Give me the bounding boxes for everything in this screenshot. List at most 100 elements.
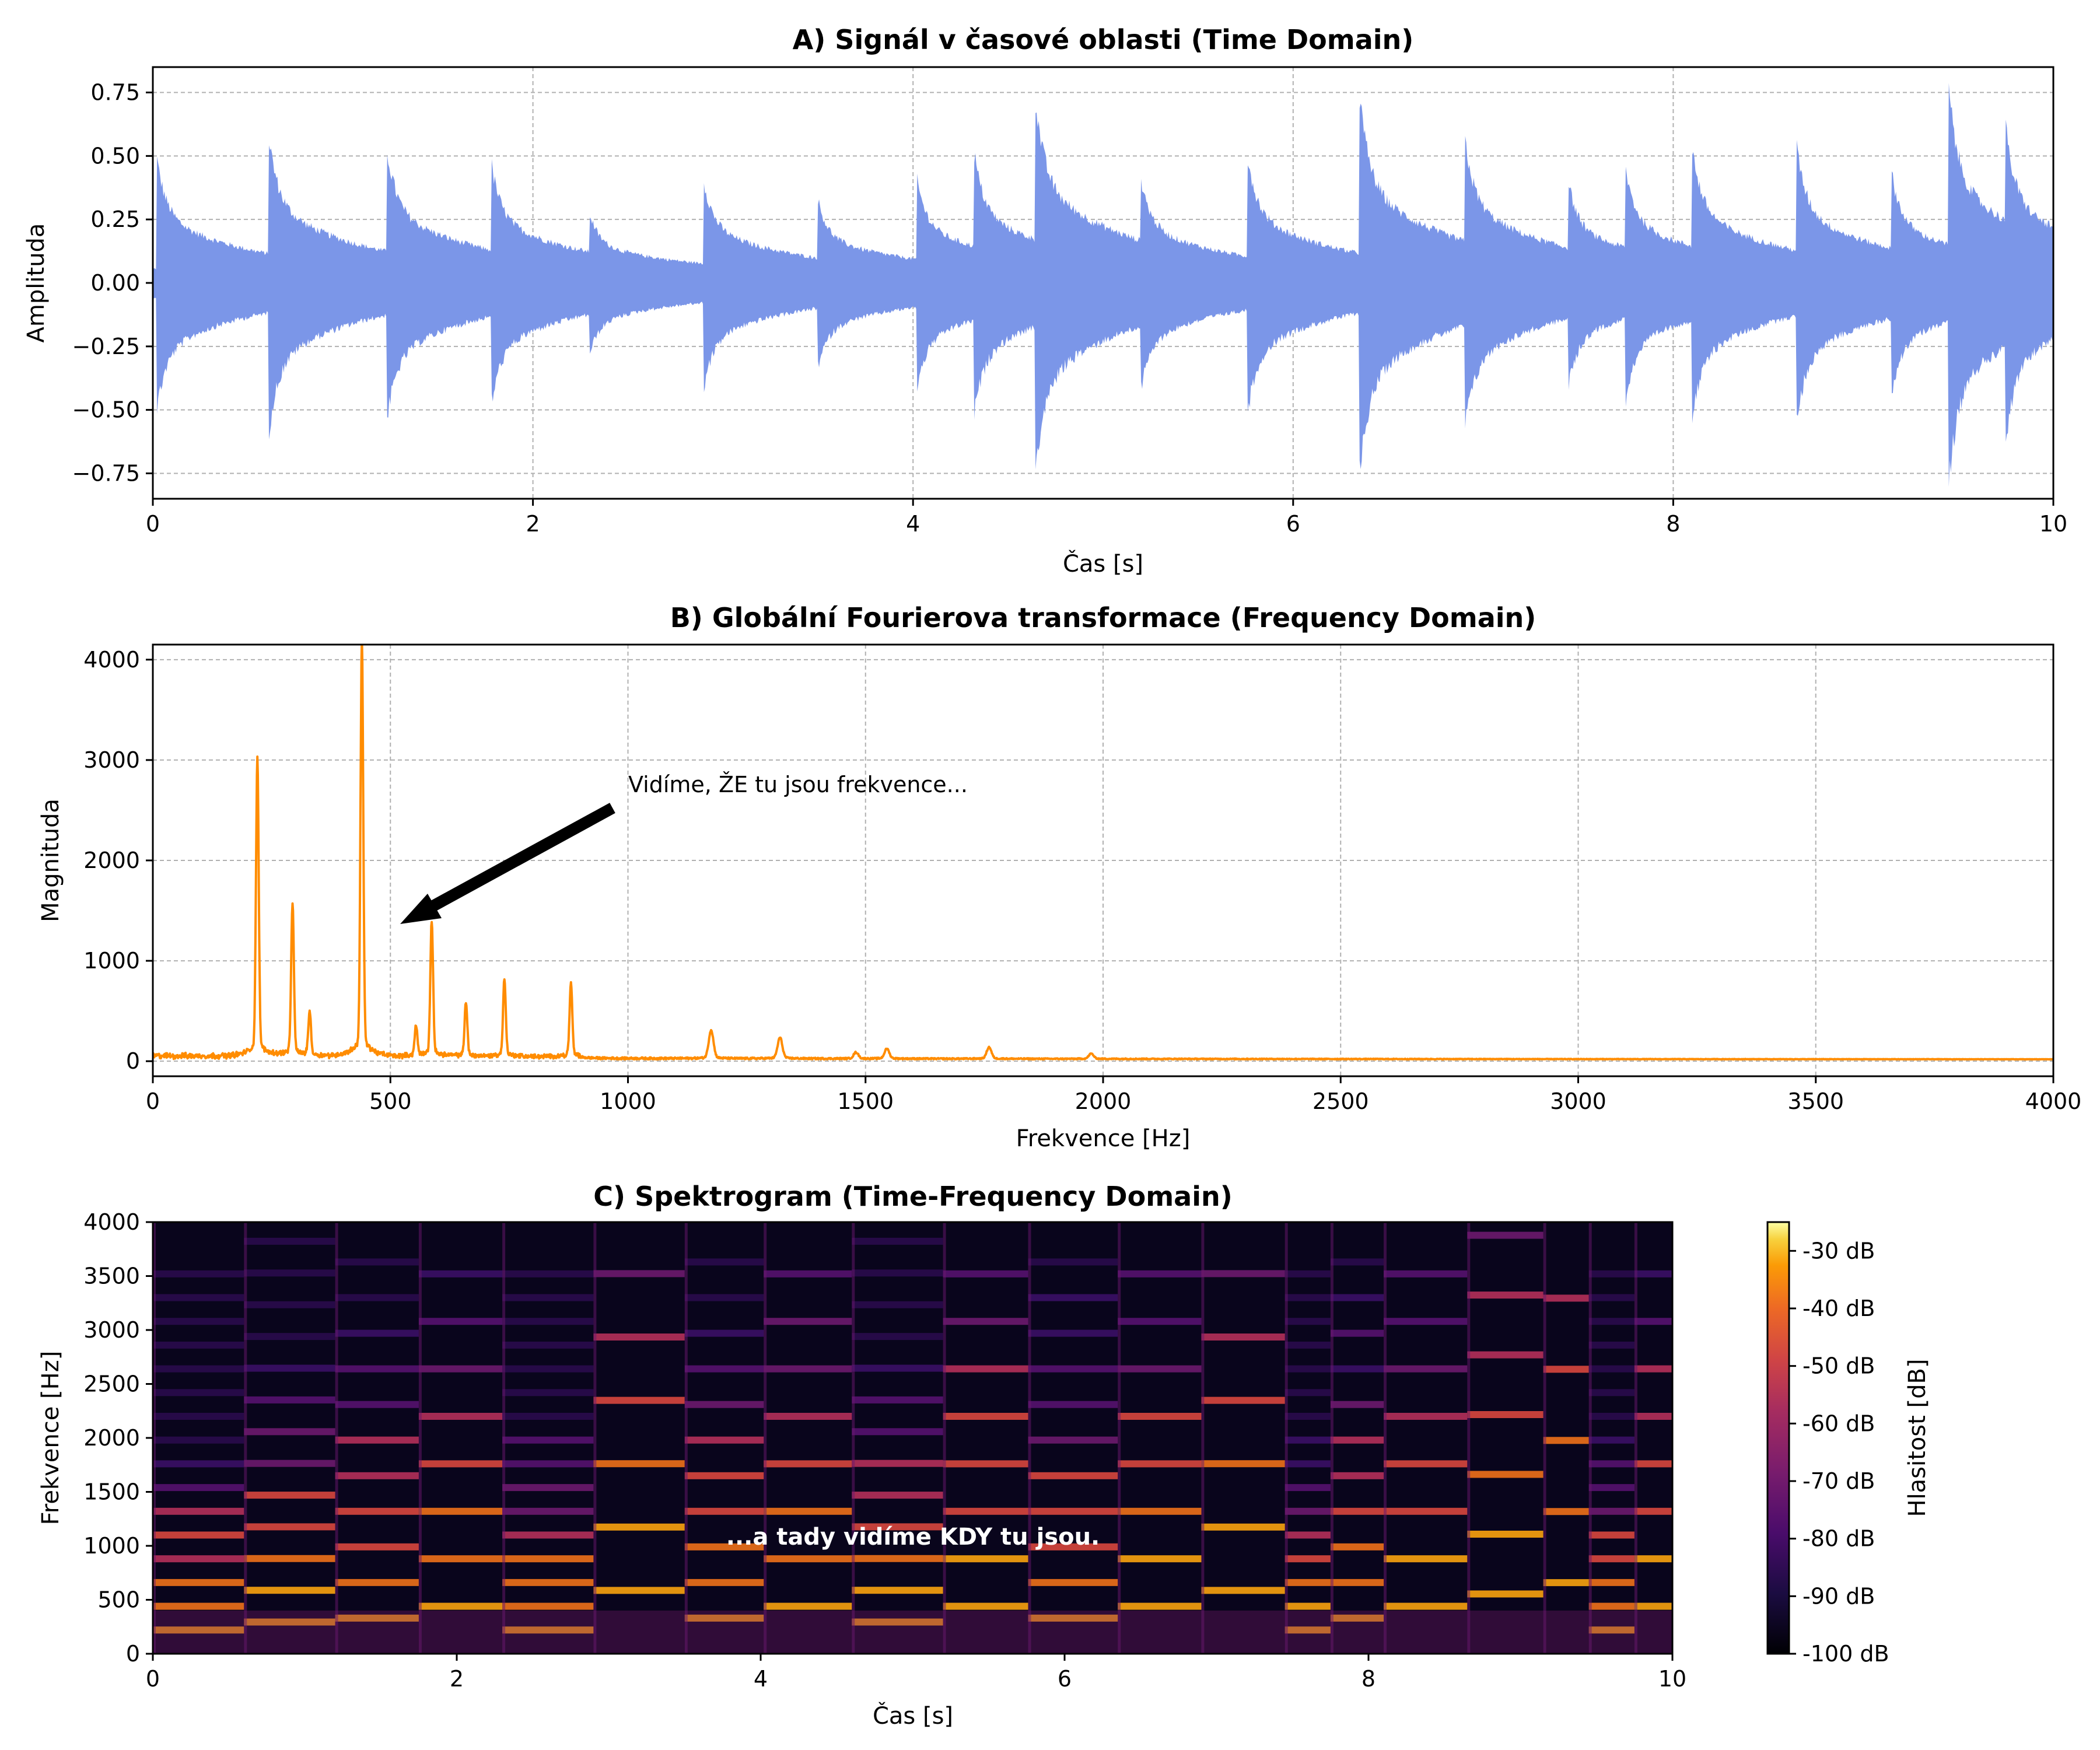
spectrogram-low-energy xyxy=(1330,1611,1384,1654)
spectrogram-band xyxy=(418,1318,503,1325)
spectrogram-band xyxy=(153,1270,244,1278)
spectrogram-band xyxy=(153,1460,244,1468)
spectrogram-band xyxy=(764,1413,852,1420)
spectrogram-onset xyxy=(1330,1222,1334,1654)
x-tick-label: 2000 xyxy=(1075,1088,1132,1114)
spectrogram-band xyxy=(335,1472,419,1479)
spectrogram-band xyxy=(1467,1471,1544,1478)
spectrogram-onset xyxy=(1467,1222,1471,1654)
spectrogram-band xyxy=(852,1301,943,1308)
spectrogram-band xyxy=(502,1507,594,1515)
spectrogram-band xyxy=(943,1365,1028,1373)
spectrogram-band xyxy=(418,1555,503,1563)
spectrogram-band xyxy=(1284,1531,1331,1539)
spectrogram-onset xyxy=(153,1222,156,1654)
spectrogram-band xyxy=(1588,1341,1634,1349)
spectrogram-onset xyxy=(1028,1222,1031,1654)
y-tick-label: 500 xyxy=(97,1587,140,1613)
spectrogram-band xyxy=(1118,1318,1202,1325)
spectrogram-band xyxy=(1118,1602,1202,1610)
spectrogram-band xyxy=(1028,1578,1118,1586)
spectrogram-band xyxy=(1588,1578,1634,1586)
spectrogram-band xyxy=(1634,1507,1672,1515)
spectrogram-onset xyxy=(943,1222,946,1654)
spectrogram-band xyxy=(1118,1507,1202,1515)
spectrogram-band xyxy=(244,1587,335,1594)
x-tick-label: 1000 xyxy=(600,1088,656,1114)
y-tick-label: 4000 xyxy=(83,1209,140,1235)
spectrogram-band xyxy=(153,1484,244,1492)
colorbar-tick-label: -100 dB xyxy=(1803,1641,1889,1667)
panel-b-title: B) Globální Fourierova transformace (Fre… xyxy=(670,602,1536,634)
spectrogram-band xyxy=(764,1365,852,1373)
y-tick-label: 3000 xyxy=(83,1317,140,1343)
spectrogram-low-energy xyxy=(1467,1611,1544,1654)
spectrogram-band xyxy=(943,1318,1028,1325)
spectrogram-band xyxy=(1330,1472,1384,1479)
spectrogram-band xyxy=(852,1237,943,1245)
spectrogram-band xyxy=(1588,1507,1634,1515)
spectrogram-band xyxy=(1284,1484,1331,1492)
spectrogram-band xyxy=(1588,1626,1634,1634)
spectrogram-band xyxy=(943,1270,1028,1278)
spectrogram-band xyxy=(1284,1460,1331,1468)
spectrogram-band xyxy=(1284,1507,1331,1515)
spectrogram-band xyxy=(593,1587,685,1594)
panel-c-title: C) Spektrogram (Time-Frequency Domain) xyxy=(593,1181,1232,1212)
spectrogram-band xyxy=(1634,1602,1672,1610)
spectrogram-band xyxy=(764,1270,852,1278)
y-tick-label: 4000 xyxy=(83,647,140,673)
x-tick-label: 3000 xyxy=(1550,1088,1606,1114)
spectrogram-band xyxy=(1028,1614,1118,1622)
spectrogram-band xyxy=(1467,1231,1544,1239)
spectrogram-band xyxy=(684,1294,764,1301)
spectrogram-band xyxy=(593,1523,685,1531)
spectrogram-band xyxy=(1384,1507,1468,1515)
x-tick-label: 4 xyxy=(906,511,920,537)
spectrogram-onset xyxy=(335,1222,338,1654)
x-tick-label: 8 xyxy=(1666,511,1680,537)
spectrogram-band xyxy=(418,1365,503,1373)
spectrogram-band xyxy=(943,1460,1028,1468)
y-tick-label: 0.50 xyxy=(90,143,140,169)
x-tick-label: 0 xyxy=(146,1088,160,1114)
y-tick-label: −0.50 xyxy=(72,397,140,423)
colorbar-label: Hlasitost [dB] xyxy=(1904,1359,1931,1517)
spectrogram-band xyxy=(1543,1366,1589,1373)
spectrogram-band xyxy=(502,1389,594,1396)
spectrogram-band xyxy=(502,1294,594,1301)
y-tick-label: 1000 xyxy=(83,1533,140,1559)
y-tick-label: −0.75 xyxy=(72,460,140,486)
spectrogram-band xyxy=(244,1460,335,1467)
spectrogram-band xyxy=(1284,1389,1331,1396)
x-tick-label: 3500 xyxy=(1787,1088,1844,1114)
spectrogram-band xyxy=(1588,1555,1634,1563)
x-tick-label: 6 xyxy=(1058,1666,1072,1692)
spectrogram-band xyxy=(1588,1318,1634,1325)
x-tick-label: 4000 xyxy=(2025,1088,2082,1114)
spectrogram-band xyxy=(684,1329,764,1337)
spectrogram-band xyxy=(502,1270,594,1278)
spectrogram-band xyxy=(1543,1508,1589,1516)
spectrogram-band xyxy=(335,1258,419,1266)
spectrogram-band xyxy=(1028,1436,1118,1444)
spectrogram-band xyxy=(335,1294,419,1301)
spectrogram-band xyxy=(244,1618,335,1626)
y-tick-label: 0.00 xyxy=(90,270,140,296)
spectrogram-band xyxy=(852,1428,943,1436)
panel-a-title: A) Signál v časové oblasti (Time Domain) xyxy=(793,24,1414,55)
spectrogram-onset xyxy=(684,1222,688,1654)
spectrogram-band xyxy=(244,1237,335,1245)
spectrogram-band xyxy=(244,1333,335,1340)
spectrogram-onset xyxy=(852,1222,855,1654)
spectrogram-band xyxy=(1028,1294,1118,1301)
spectrogram-band xyxy=(1118,1555,1202,1563)
spectrogram-onset xyxy=(1543,1222,1546,1654)
spectrogram-band xyxy=(153,1365,244,1373)
spectrogram-band xyxy=(244,1555,335,1562)
spectrogram-band xyxy=(1330,1329,1384,1337)
spectrogram-band xyxy=(1284,1436,1331,1444)
spectrogram-band xyxy=(153,1389,244,1396)
spectrogram-band xyxy=(1284,1270,1331,1278)
